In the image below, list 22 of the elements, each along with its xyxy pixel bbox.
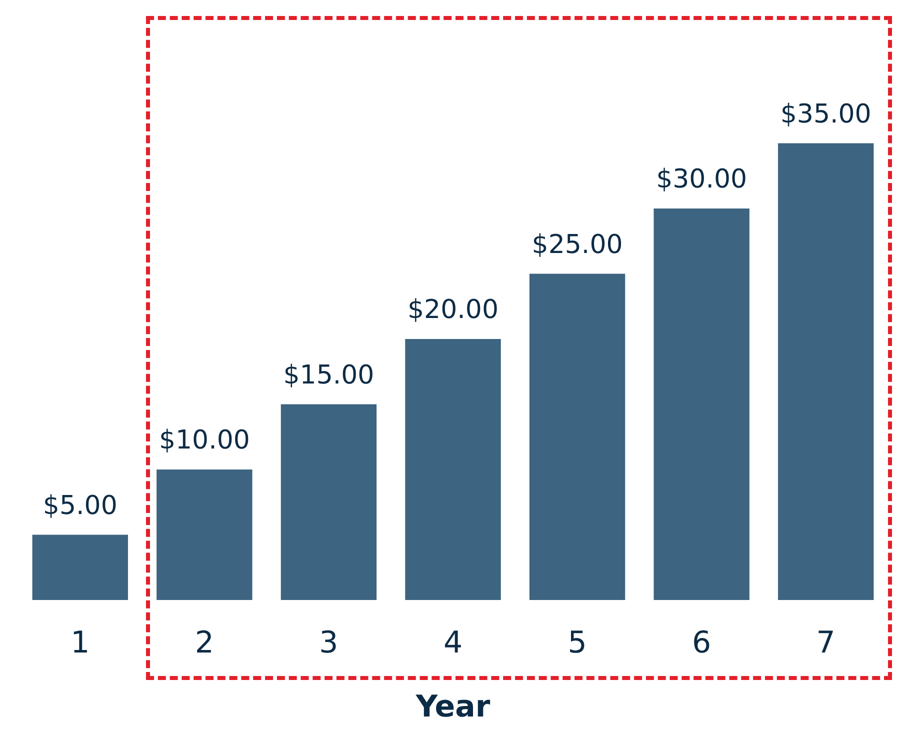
x-tick-label: 3 <box>319 626 338 660</box>
bar <box>529 274 626 600</box>
data-label: $10.00 <box>158 426 250 456</box>
data-label: $35.00 <box>780 99 872 130</box>
bar <box>654 208 750 600</box>
x-tick-label: 4 <box>443 626 463 660</box>
bar <box>778 143 874 600</box>
x-tick-label: 7 <box>816 626 836 660</box>
bar <box>405 339 501 600</box>
bar <box>32 534 128 600</box>
bar <box>280 404 377 600</box>
x-tick-label: 5 <box>568 626 587 660</box>
data-label: $30.00 <box>656 164 748 194</box>
data-label: $5.00 <box>42 490 118 521</box>
data-label: $15.00 <box>283 360 374 390</box>
data-label: $25.00 <box>532 230 623 260</box>
x-axis-title: Year <box>414 690 490 724</box>
x-tick-label: 2 <box>194 626 214 660</box>
data-label: $20.00 <box>408 295 498 325</box>
x-tick-label: 6 <box>692 626 712 660</box>
x-tick-label: 1 <box>70 626 90 660</box>
bar <box>156 470 252 600</box>
